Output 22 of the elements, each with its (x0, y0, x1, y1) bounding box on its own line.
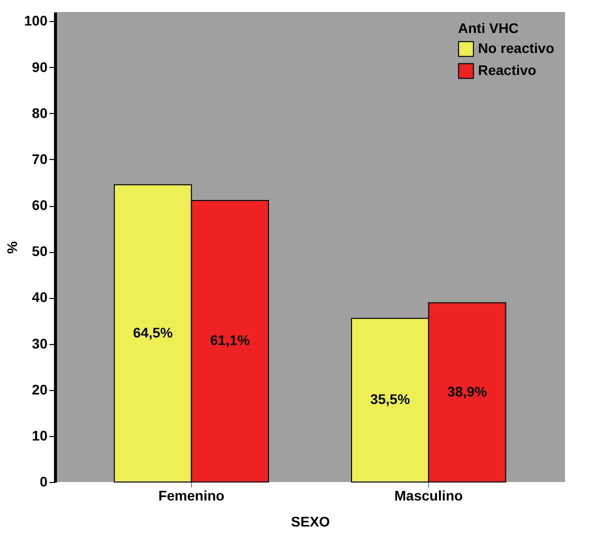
y-tick-label: 30 (32, 335, 48, 352)
x-axis-title: SEXO (291, 514, 330, 530)
legend-label: Reactivo (478, 62, 536, 78)
y-tick-label: 10 (32, 427, 48, 444)
y-tick-label: 20 (32, 381, 48, 398)
y-tick-label: 50 (32, 243, 48, 260)
x-tick-label: Femenino (158, 488, 224, 504)
legend-label: No reactivo (478, 40, 554, 56)
y-tick-label: 0 (40, 474, 48, 490)
data-label: 64,5% (132, 324, 174, 340)
legend-title: Anti VHC (458, 20, 519, 36)
y-tick-label: 90 (32, 58, 48, 75)
data-label: 35,5% (370, 391, 410, 408)
y-tick-label: 70 (32, 150, 48, 167)
y-axis-title: % (4, 240, 20, 254)
data-label: 38,9% (447, 383, 488, 400)
y-tick-label: 40 (32, 289, 48, 306)
y-tick-label: 100 (24, 12, 48, 29)
y-tick-label: 80 (32, 104, 48, 121)
y-tick-label: 60 (32, 197, 48, 214)
x-tick-label: Masculino (394, 488, 463, 504)
data-label: 61,1% (210, 332, 250, 348)
